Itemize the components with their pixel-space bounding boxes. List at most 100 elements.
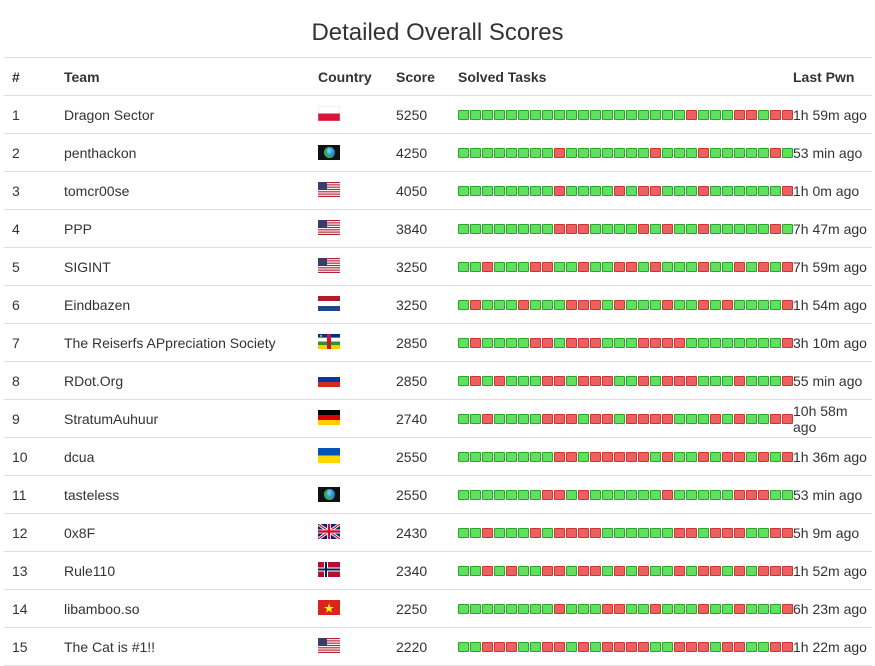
task-unsolved-icon[interactable] <box>578 375 589 386</box>
task-solved-icon[interactable] <box>710 299 721 310</box>
task-unsolved-icon[interactable] <box>542 641 553 652</box>
task-solved-icon[interactable] <box>518 109 529 120</box>
task-solved-icon[interactable] <box>470 413 481 424</box>
task-unsolved-icon[interactable] <box>602 451 613 462</box>
task-solved-icon[interactable] <box>506 489 517 500</box>
task-unsolved-icon[interactable] <box>782 185 793 196</box>
task-unsolved-icon[interactable] <box>698 261 709 272</box>
task-solved-icon[interactable] <box>506 299 517 310</box>
task-solved-icon[interactable] <box>734 299 745 310</box>
task-unsolved-icon[interactable] <box>542 261 553 272</box>
task-solved-icon[interactable] <box>722 489 733 500</box>
task-solved-icon[interactable] <box>506 603 517 614</box>
task-solved-icon[interactable] <box>566 603 577 614</box>
task-solved-icon[interactable] <box>722 147 733 158</box>
task-solved-icon[interactable] <box>458 527 469 538</box>
task-solved-icon[interactable] <box>458 375 469 386</box>
task-unsolved-icon[interactable] <box>470 299 481 310</box>
task-unsolved-icon[interactable] <box>578 527 589 538</box>
task-solved-icon[interactable] <box>518 375 529 386</box>
task-solved-icon[interactable] <box>494 603 505 614</box>
header-score[interactable]: Score <box>396 57 458 96</box>
task-solved-icon[interactable] <box>614 109 625 120</box>
table-row[interactable]: 10 dcua 2550 1h 36m ago <box>4 437 872 476</box>
task-solved-icon[interactable] <box>542 451 553 462</box>
task-solved-icon[interactable] <box>710 375 721 386</box>
task-unsolved-icon[interactable] <box>554 641 565 652</box>
task-unsolved-icon[interactable] <box>566 451 577 462</box>
task-unsolved-icon[interactable] <box>698 147 709 158</box>
task-unsolved-icon[interactable] <box>782 603 793 614</box>
task-solved-icon[interactable] <box>530 147 541 158</box>
task-solved-icon[interactable] <box>770 261 781 272</box>
task-solved-icon[interactable] <box>578 109 589 120</box>
task-solved-icon[interactable] <box>758 641 769 652</box>
task-unsolved-icon[interactable] <box>614 261 625 272</box>
task-solved-icon[interactable] <box>650 641 661 652</box>
task-solved-icon[interactable] <box>710 223 721 234</box>
task-solved-icon[interactable] <box>614 375 625 386</box>
task-solved-icon[interactable] <box>530 109 541 120</box>
task-unsolved-icon[interactable] <box>698 185 709 196</box>
table-row[interactable]: 5 SIGINT 3250 7h 59m ago <box>4 247 872 286</box>
task-solved-icon[interactable] <box>494 337 505 348</box>
task-unsolved-icon[interactable] <box>782 299 793 310</box>
task-solved-icon[interactable] <box>530 489 541 500</box>
table-row[interactable]: 14 libamboo.so 2250 6h 23m ago <box>4 589 872 628</box>
task-solved-icon[interactable] <box>602 147 613 158</box>
task-solved-icon[interactable] <box>542 527 553 538</box>
task-solved-icon[interactable] <box>530 451 541 462</box>
task-unsolved-icon[interactable] <box>530 527 541 538</box>
task-unsolved-icon[interactable] <box>602 413 613 424</box>
task-unsolved-icon[interactable] <box>698 223 709 234</box>
task-solved-icon[interactable] <box>518 147 529 158</box>
task-solved-icon[interactable] <box>710 641 721 652</box>
task-unsolved-icon[interactable] <box>782 109 793 120</box>
task-solved-icon[interactable] <box>662 109 673 120</box>
task-unsolved-icon[interactable] <box>566 337 577 348</box>
task-unsolved-icon[interactable] <box>734 527 745 538</box>
task-solved-icon[interactable] <box>590 185 601 196</box>
team-name[interactable]: tomcr00se <box>64 171 318 210</box>
task-solved-icon[interactable] <box>518 565 529 576</box>
task-solved-icon[interactable] <box>650 223 661 234</box>
task-solved-icon[interactable] <box>674 489 685 500</box>
task-solved-icon[interactable] <box>458 413 469 424</box>
task-solved-icon[interactable] <box>506 451 517 462</box>
task-unsolved-icon[interactable] <box>554 527 565 538</box>
task-solved-icon[interactable] <box>614 413 625 424</box>
task-solved-icon[interactable] <box>686 413 697 424</box>
task-solved-icon[interactable] <box>482 223 493 234</box>
task-solved-icon[interactable] <box>518 223 529 234</box>
task-unsolved-icon[interactable] <box>602 375 613 386</box>
header-solved-tasks[interactable]: Solved Tasks <box>458 57 793 96</box>
task-solved-icon[interactable] <box>602 565 613 576</box>
task-solved-icon[interactable] <box>674 299 685 310</box>
task-unsolved-icon[interactable] <box>482 527 493 538</box>
task-solved-icon[interactable] <box>614 489 625 500</box>
team-name[interactable]: PPP <box>64 209 318 248</box>
task-solved-icon[interactable] <box>530 641 541 652</box>
task-solved-icon[interactable] <box>758 299 769 310</box>
task-solved-icon[interactable] <box>626 375 637 386</box>
task-unsolved-icon[interactable] <box>698 641 709 652</box>
task-unsolved-icon[interactable] <box>674 565 685 576</box>
task-solved-icon[interactable] <box>566 641 577 652</box>
task-solved-icon[interactable] <box>626 223 637 234</box>
task-solved-icon[interactable] <box>542 109 553 120</box>
task-solved-icon[interactable] <box>482 603 493 614</box>
task-unsolved-icon[interactable] <box>662 413 673 424</box>
task-unsolved-icon[interactable] <box>482 413 493 424</box>
team-name[interactable]: Eindbazen <box>64 285 318 324</box>
task-solved-icon[interactable] <box>746 641 757 652</box>
task-solved-icon[interactable] <box>758 337 769 348</box>
task-solved-icon[interactable] <box>722 603 733 614</box>
task-unsolved-icon[interactable] <box>554 451 565 462</box>
task-unsolved-icon[interactable] <box>782 641 793 652</box>
task-solved-icon[interactable] <box>722 413 733 424</box>
task-unsolved-icon[interactable] <box>782 451 793 462</box>
team-name[interactable]: 0x8F <box>64 513 318 552</box>
task-solved-icon[interactable] <box>626 527 637 538</box>
team-name[interactable]: Rule110 <box>64 551 318 590</box>
task-solved-icon[interactable] <box>494 413 505 424</box>
